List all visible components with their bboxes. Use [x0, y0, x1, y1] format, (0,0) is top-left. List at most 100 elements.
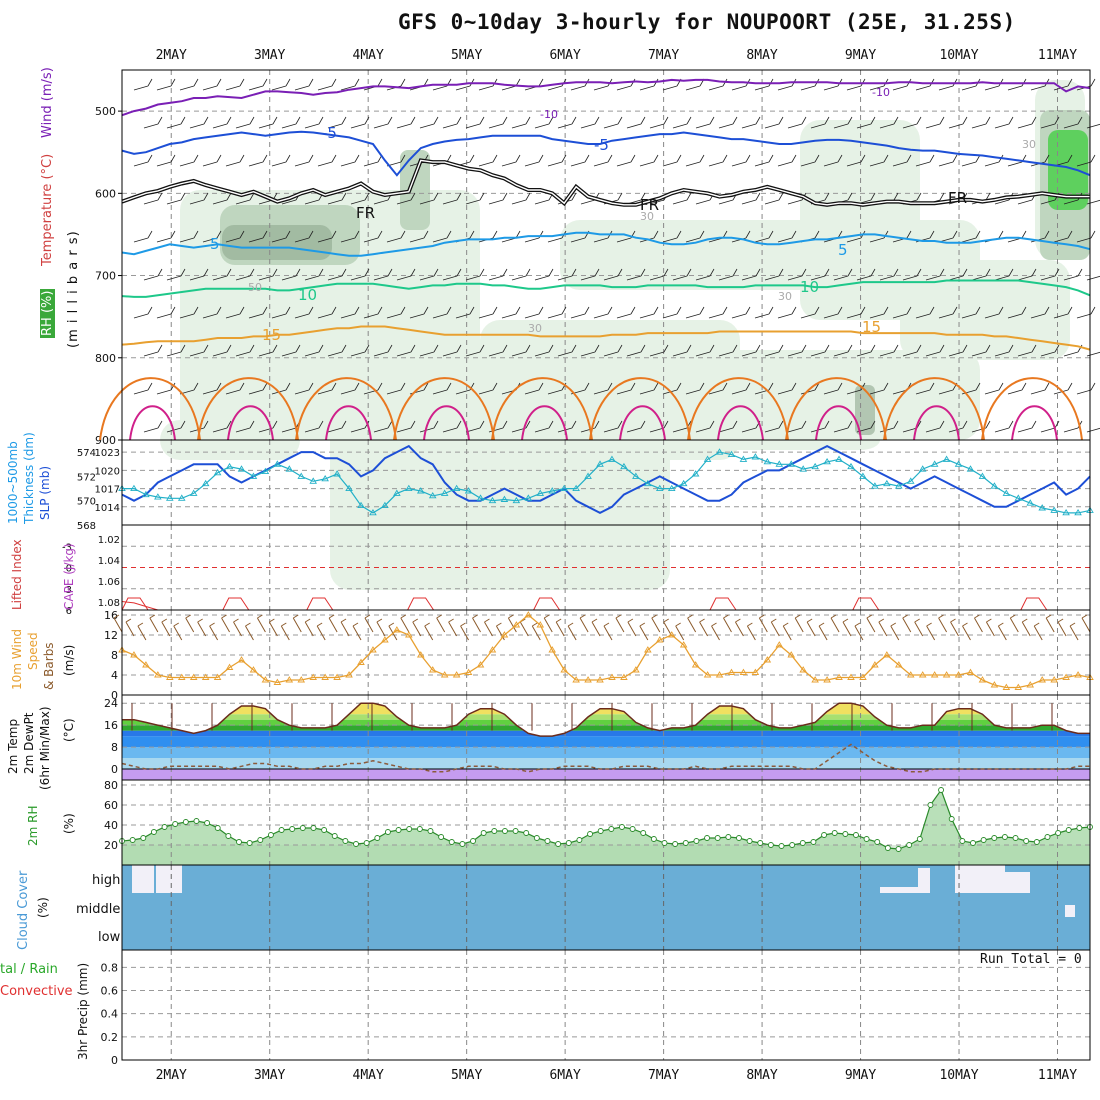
wind-barb — [603, 268, 623, 281]
rh-point — [406, 826, 413, 832]
wind-speed-point — [321, 673, 329, 680]
surface-barb — [543, 614, 553, 633]
wind-barb — [616, 306, 636, 319]
thickness-point — [249, 472, 258, 479]
wind-barb — [350, 192, 370, 205]
wind-barb — [1086, 199, 1100, 205]
thickness-point — [883, 479, 891, 487]
wind-barb — [948, 116, 968, 129]
wind-speed-point — [177, 673, 186, 680]
date-label: 7MAY — [647, 48, 680, 63]
wind-barb — [902, 344, 922, 357]
rh-point — [619, 824, 625, 830]
wind-barb — [626, 268, 646, 281]
wind-barb — [248, 306, 268, 319]
date-axis-top: 2MAY 3MAY 4MAY 5MAY 6MAY 7MAY 8MAY 9MAY 10MAY 11M… — [0, 48, 1100, 66]
rh-point — [491, 828, 498, 834]
wind-barb — [488, 420, 508, 433]
wind-barb — [202, 230, 222, 243]
rh-point — [565, 840, 572, 846]
wind-speed-point — [811, 676, 819, 683]
wind-speed-point — [954, 671, 963, 678]
wind-barb — [488, 344, 508, 357]
thickness-point — [548, 487, 557, 494]
wind-speed-point — [500, 631, 509, 638]
contour-label: 50 — [248, 281, 262, 294]
surface-barb — [424, 622, 434, 641]
wind-speed-point — [751, 668, 760, 675]
thickness-point — [476, 494, 485, 501]
thickness-point — [142, 490, 150, 498]
wind-barb — [488, 268, 508, 281]
surface-barb — [997, 622, 1007, 641]
wind-barb — [800, 306, 820, 319]
wind-barb — [179, 306, 199, 319]
rh-point — [874, 839, 881, 845]
surface-barb — [460, 622, 470, 641]
rh-point — [682, 840, 689, 846]
thickness-point — [488, 496, 497, 504]
warm-contour — [423, 405, 470, 441]
thickness-tick: 572 — [77, 472, 96, 483]
temp-band — [122, 758, 1090, 770]
rh-point — [1065, 827, 1072, 833]
li-bump — [306, 597, 334, 611]
wind-barb — [869, 382, 889, 395]
wind-barb — [833, 420, 853, 433]
wind-barb — [580, 344, 600, 357]
rh-point — [480, 830, 487, 836]
wind-barb — [777, 382, 797, 395]
wind-barb — [994, 344, 1014, 357]
wind-barb — [534, 344, 554, 357]
cloud-fill — [955, 865, 1005, 893]
wind-barb — [764, 116, 784, 129]
thickness-point — [130, 484, 138, 492]
wind-barb — [787, 420, 807, 433]
warm-contour — [325, 405, 372, 441]
wind-speed-point — [1074, 671, 1082, 678]
wind-barb — [672, 192, 692, 205]
wind-barb — [363, 230, 383, 243]
wind-speed-point — [655, 636, 664, 643]
contour-label: 10 — [298, 286, 317, 304]
surface-barb — [484, 618, 493, 637]
surface-barb — [782, 622, 792, 641]
wind-speed-point — [345, 671, 353, 678]
wind-barb — [741, 344, 761, 357]
wind-barb — [143, 420, 163, 433]
wind-barb — [662, 306, 682, 319]
wind-barb — [304, 344, 324, 357]
precip-tick: 0.2 — [101, 1031, 119, 1044]
wind-barb — [350, 344, 370, 357]
rh-point — [778, 843, 785, 849]
wind-barb — [189, 268, 209, 281]
wind-barb — [685, 230, 705, 243]
rh-point — [895, 846, 902, 852]
wind-barb — [327, 344, 347, 357]
wind-barb — [373, 268, 393, 281]
wind-barb — [373, 420, 393, 433]
rh-point — [831, 830, 838, 836]
cape-tick: 1.08 — [98, 598, 120, 609]
wind-barb — [511, 344, 531, 357]
wind-barb — [511, 268, 531, 281]
wind-barb — [524, 382, 544, 395]
wind-speed-point — [608, 673, 616, 680]
rh-point — [544, 838, 551, 844]
contour-label: 10 — [800, 278, 819, 296]
wind-barb — [971, 344, 991, 357]
rh-point — [1076, 825, 1083, 831]
wind-barb — [133, 230, 153, 243]
rh-point — [501, 828, 508, 834]
wind-barb — [271, 78, 291, 91]
wind-barb — [984, 382, 1004, 395]
wind-barb — [708, 154, 728, 167]
contour-label: 30 — [1022, 138, 1036, 151]
temp-tick: 0 — [111, 763, 118, 776]
surface-barb — [149, 614, 159, 633]
wind-barb — [879, 268, 899, 281]
date-label: 2MAY — [155, 1068, 187, 1083]
wind-barb — [225, 78, 245, 91]
rh-point — [746, 838, 753, 844]
wind-barb — [212, 116, 232, 129]
